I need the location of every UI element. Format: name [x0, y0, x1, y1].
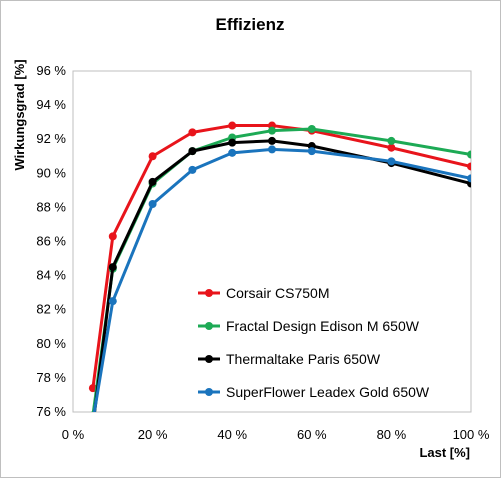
y-tick-label: 86 %	[36, 234, 66, 249]
chart-title: Effizienz	[216, 15, 285, 34]
data-point	[268, 145, 276, 154]
x-tick-label: 60 %	[297, 427, 327, 442]
x-tick-label: 20 %	[138, 427, 168, 442]
data-point	[307, 147, 316, 156]
x-tick-label: 100 %	[453, 427, 490, 442]
data-point	[108, 297, 117, 306]
data-point	[188, 147, 197, 156]
y-tick-label: 90 %	[36, 165, 66, 180]
legend-label: Fractal Design Edison M 650W	[226, 318, 420, 334]
data-point	[307, 124, 316, 133]
axis-ticks: 76 % 78 % 80 % 82 % 84 % 86 % 88 % 90 % 92 % 94 %…	[36, 63, 490, 442]
data-point	[148, 177, 157, 186]
x-tick-label: 80 %	[377, 427, 407, 442]
data-point	[387, 136, 396, 145]
data-point	[387, 143, 396, 152]
legend-label: Thermaltake Paris 650W	[226, 351, 381, 367]
y-tick-label: 84 %	[36, 268, 66, 283]
data-point	[89, 422, 97, 430]
y-tick-label: 96 %	[36, 63, 66, 78]
data-point	[467, 150, 471, 159]
y-tick-label: 88 %	[36, 199, 66, 214]
legend-label: Corsair CS750M	[226, 285, 329, 301]
data-point	[387, 157, 396, 166]
legend-label: SuperFlower Leadex Gold 650W	[226, 384, 430, 400]
data-point	[228, 121, 237, 130]
data-point	[188, 165, 197, 174]
plot-area	[72, 70, 472, 413]
data-point	[188, 128, 197, 137]
data-point	[148, 152, 157, 161]
data-point	[228, 148, 237, 157]
legend-marker	[205, 289, 213, 297]
data-point	[268, 136, 276, 145]
y-tick-label: 92 %	[36, 131, 66, 146]
data-point	[108, 232, 117, 241]
y-tick-label: 80 %	[36, 336, 66, 351]
legend-marker	[205, 355, 213, 363]
y-tick-label: 94 %	[36, 97, 66, 112]
y-tick-label: 82 %	[36, 302, 66, 317]
data-point	[228, 138, 237, 147]
data-point	[148, 199, 157, 208]
data-point	[90, 411, 95, 412]
y-tick-label: 76 %	[36, 404, 66, 419]
x-axis-label: Last [%]	[419, 445, 470, 460]
data-point	[467, 162, 471, 171]
series-group	[89, 145, 471, 425]
legend-marker	[205, 388, 213, 396]
series-line	[91, 127, 471, 412]
series-layer	[88, 121, 471, 430]
data-point	[108, 263, 117, 272]
y-axis-label: Wirkungsgrad [%]	[12, 59, 27, 170]
x-tick-label: 0 %	[62, 427, 85, 442]
data-point	[467, 174, 471, 183]
data-point	[89, 417, 97, 425]
legend-marker	[205, 322, 213, 330]
legend: Corsair CS750M Fractal Design Edison M 65…	[198, 285, 430, 400]
x-tick-label: 40 %	[217, 427, 247, 442]
y-tick-label: 78 %	[36, 370, 66, 385]
data-point	[268, 126, 276, 135]
